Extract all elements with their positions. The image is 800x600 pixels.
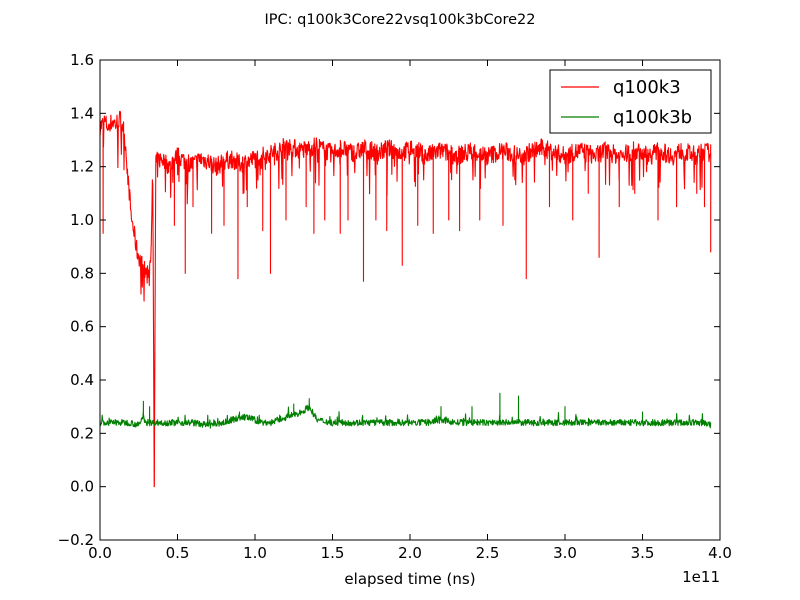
x-tick-label: 0.0 [88, 544, 112, 562]
y-tick-label: 0.0 [70, 478, 94, 496]
x-tick-label: 3.5 [631, 544, 655, 562]
series-line-q100k3 [100, 110, 712, 488]
chart-title: IPC: q100k3Core22vsq100k3bCore22 [264, 12, 535, 28]
legend-frame [549, 69, 712, 134]
x-tick-label: 2.0 [398, 544, 422, 562]
x-tick-label: 1.5 [321, 544, 345, 562]
x-axis-offset-label: 1e11 [682, 568, 720, 586]
y-tick-label: 0.6 [70, 318, 94, 336]
x-axis: 0.0 0.5 1.0 1.5 2.0 2.5 3.0 3.5 4.0 [88, 60, 732, 562]
y-tick-label: 1.0 [70, 211, 94, 229]
series-line-q100k3b [100, 392, 712, 429]
y-tick-label: −0.2 [58, 531, 94, 549]
legend: q100k3 q100k3b [549, 69, 712, 134]
x-tick-label: 3.0 [553, 544, 577, 562]
y-tick-label: 1.4 [70, 104, 94, 122]
y-tick-label: 1.2 [70, 158, 94, 176]
y-tick-label: 1.6 [70, 51, 94, 69]
x-tick-label: 1.0 [243, 544, 267, 562]
x-tick-label: 0.5 [166, 544, 190, 562]
y-axis: −0.2 0.0 0.2 0.4 0.6 0.8 1.0 1.2 1.4 1.6 [58, 51, 720, 549]
legend-label-q100k3: q100k3 [613, 77, 681, 98]
x-tick-label: 2.5 [476, 544, 500, 562]
y-tick-label: 0.8 [70, 264, 94, 282]
y-tick-label: 0.2 [70, 424, 94, 442]
x-axis-label: elapsed time (ns) [344, 570, 475, 588]
x-tick-label: 4.0 [708, 544, 732, 562]
y-tick-label: 0.4 [70, 371, 94, 389]
legend-label-q100k3b: q100k3b [613, 107, 692, 128]
